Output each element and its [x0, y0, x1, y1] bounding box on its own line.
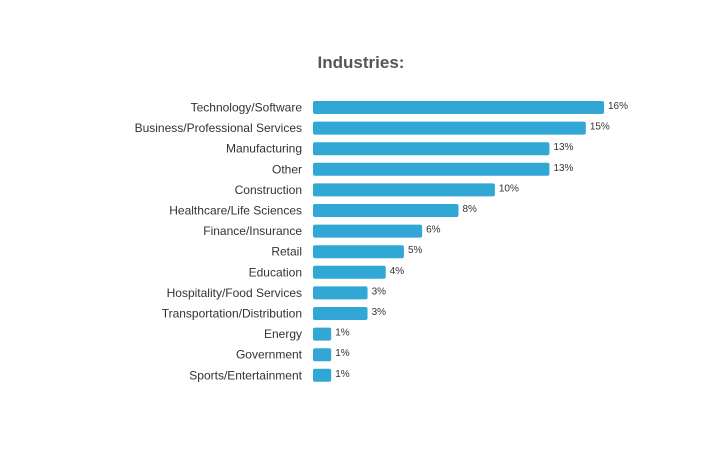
bar [313, 327, 332, 341]
category-label: Government [236, 348, 303, 362]
bar [313, 368, 332, 382]
bar [313, 224, 423, 238]
value-label: 3% [372, 286, 387, 297]
value-label: 1% [335, 369, 350, 380]
category-label: Sports/Entertainment [189, 368, 302, 382]
category-label: Construction [235, 183, 302, 197]
value-label: 1% [335, 348, 350, 359]
category-label: Transportation/Distribution [162, 307, 302, 321]
value-label: 4% [390, 266, 405, 277]
bar [313, 307, 368, 320]
bar [313, 286, 368, 300]
bar [313, 101, 604, 114]
value-label: 13% [553, 163, 573, 174]
value-label: 3% [372, 307, 387, 318]
value-label: 5% [408, 245, 423, 256]
value-label: 15% [590, 122, 610, 133]
category-label: Finance/Insurance [203, 224, 302, 238]
value-label: 16% [608, 101, 628, 112]
bar [313, 183, 495, 197]
chart-title: Industries: [317, 53, 405, 72]
category-label: Manufacturing [226, 142, 302, 156]
value-label: 13% [553, 142, 573, 153]
value-label: 10% [499, 183, 519, 194]
category-label: Retail [271, 245, 302, 259]
bar [313, 348, 332, 362]
bar [313, 204, 459, 217]
category-label: Business/Professional Services [135, 121, 302, 135]
bar [313, 265, 386, 279]
bar [313, 142, 550, 156]
category-label: Energy [264, 327, 302, 341]
bar [313, 245, 404, 259]
category-label: Hospitality/Food Services [167, 286, 302, 300]
bar [313, 121, 586, 135]
value-label: 6% [426, 225, 441, 236]
category-label: Healthcare/Life Sciences [169, 204, 302, 218]
bar [313, 162, 550, 176]
value-label: 1% [335, 328, 350, 339]
category-label: Education [249, 265, 302, 279]
category-label: Technology/Software [191, 101, 303, 115]
value-label: 8% [463, 204, 478, 215]
category-label: Other [272, 162, 302, 176]
